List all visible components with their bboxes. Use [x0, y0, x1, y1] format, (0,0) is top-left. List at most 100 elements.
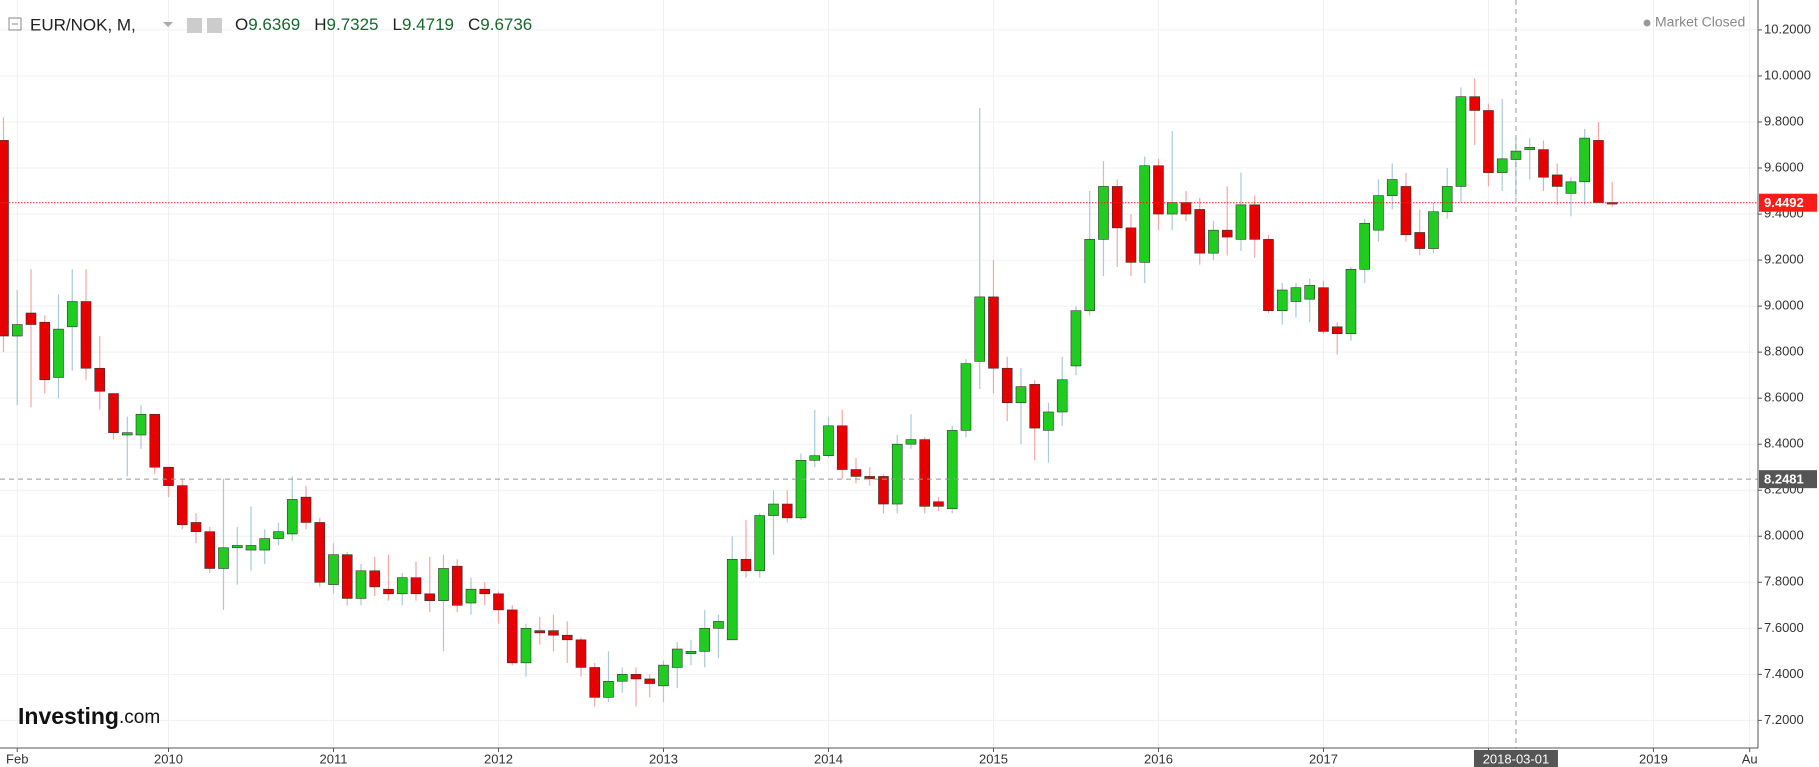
candle-body [1496, 158, 1508, 173]
y-tick-label: 9.2000 [1764, 252, 1804, 267]
status-dot [1643, 19, 1651, 27]
candle-body [891, 443, 903, 505]
candle-body [1070, 310, 1082, 367]
candle-body [548, 630, 559, 636]
candle-body [1166, 202, 1178, 215]
candle-body [1015, 386, 1027, 404]
candle-body [1331, 326, 1343, 335]
y-tick-label: 8.6000 [1764, 390, 1804, 405]
ohlc-key: C [468, 15, 480, 34]
candle-body [933, 501, 944, 507]
candle-body [1098, 186, 1109, 240]
crosshair-y-box [1759, 470, 1817, 489]
candle-body [768, 503, 779, 516]
settings-icon-2[interactable] [207, 18, 222, 33]
candle-body [176, 485, 188, 526]
candle-body [1414, 232, 1426, 249]
last-price-box [1759, 193, 1817, 212]
candle-body [589, 667, 601, 698]
candle-body [506, 609, 518, 664]
candle-body [644, 678, 656, 684]
candle-body [534, 630, 546, 634]
y-tick-label: 8.4000 [1764, 436, 1804, 451]
x-tick-label: Au [1742, 751, 1758, 766]
candle-body [1565, 181, 1577, 194]
market-status: Market Closed [1655, 14, 1745, 30]
candle-body [740, 558, 752, 572]
x-tick-label: 2016 [1144, 751, 1173, 766]
candle-body [231, 545, 243, 549]
candle-body [245, 545, 257, 551]
candle-body [1194, 209, 1206, 254]
candle-body [685, 651, 697, 654]
y-tick-label: 7.6000 [1764, 620, 1804, 635]
candle-body [1276, 289, 1288, 312]
candle-body [616, 674, 628, 682]
ohlc-key: L [393, 15, 402, 34]
candle-body [1318, 287, 1329, 332]
dropdown-arrow[interactable] [163, 22, 173, 27]
candle-body [355, 570, 367, 599]
candle-body [946, 430, 958, 509]
candle-body [1043, 411, 1054, 431]
candle-body [149, 413, 161, 468]
candle-body [259, 538, 271, 551]
candle-body [754, 515, 766, 572]
ohlc-key: H [314, 15, 326, 34]
candle-body [80, 301, 92, 369]
candle-body [1538, 149, 1549, 178]
candle-body [493, 593, 504, 611]
symbol: EUR/NOK, M, [30, 15, 136, 34]
candle-body [53, 328, 64, 378]
candle-body [314, 522, 326, 583]
candle-body [878, 476, 889, 505]
candle-body [66, 301, 78, 328]
x-tick-label: 2012 [484, 751, 513, 766]
y-tick-label: 7.8000 [1764, 574, 1804, 589]
candle-body [369, 570, 381, 588]
candle-body [1304, 285, 1316, 300]
candle-body [451, 565, 463, 606]
settings-icon[interactable] [187, 18, 202, 33]
y-tick-label: 10.0000 [1764, 67, 1811, 82]
candle-body [671, 648, 683, 668]
candle-body [1249, 204, 1261, 240]
x-tick-label: 2017 [1309, 751, 1338, 766]
candle-body [108, 393, 119, 433]
crosshair-y-label: 8.2481 [1764, 472, 1804, 487]
candle-body [1221, 229, 1233, 238]
ohlc-value: 9.6369 [248, 15, 300, 34]
candle-body [988, 296, 999, 369]
y-tick-label: 8.8000 [1764, 344, 1804, 359]
brand-suffix: .com [119, 707, 160, 728]
candle-body [575, 639, 587, 668]
candle-body [603, 680, 614, 698]
x-tick-label: 2014 [814, 751, 843, 766]
ohlc-key: O [235, 15, 248, 34]
brand-name: Investing [18, 703, 119, 729]
y-tick-label: 9.0000 [1764, 298, 1804, 313]
candle-body [1483, 110, 1494, 173]
candle-body [1180, 202, 1192, 215]
candle-body [1208, 229, 1219, 254]
candle-body [960, 363, 972, 431]
x-tick-label: 2011 [320, 751, 348, 766]
collapse-icon[interactable] [8, 17, 22, 31]
crosshair-x-label: 2018-03-01 [1483, 751, 1550, 766]
candle-body [630, 674, 642, 680]
candle-body [1290, 287, 1302, 302]
x-tick-label: 2010 [154, 751, 183, 766]
candle-body [121, 432, 133, 436]
candle-body [836, 425, 848, 470]
candle-body [286, 499, 298, 535]
candle-body [1579, 137, 1591, 183]
candle-body [1359, 222, 1371, 270]
candle-body [273, 531, 284, 539]
candle-body [1111, 186, 1123, 229]
candle-body [974, 296, 986, 362]
last-price-label: 9.4492 [1764, 195, 1804, 210]
candle-body [383, 588, 394, 595]
